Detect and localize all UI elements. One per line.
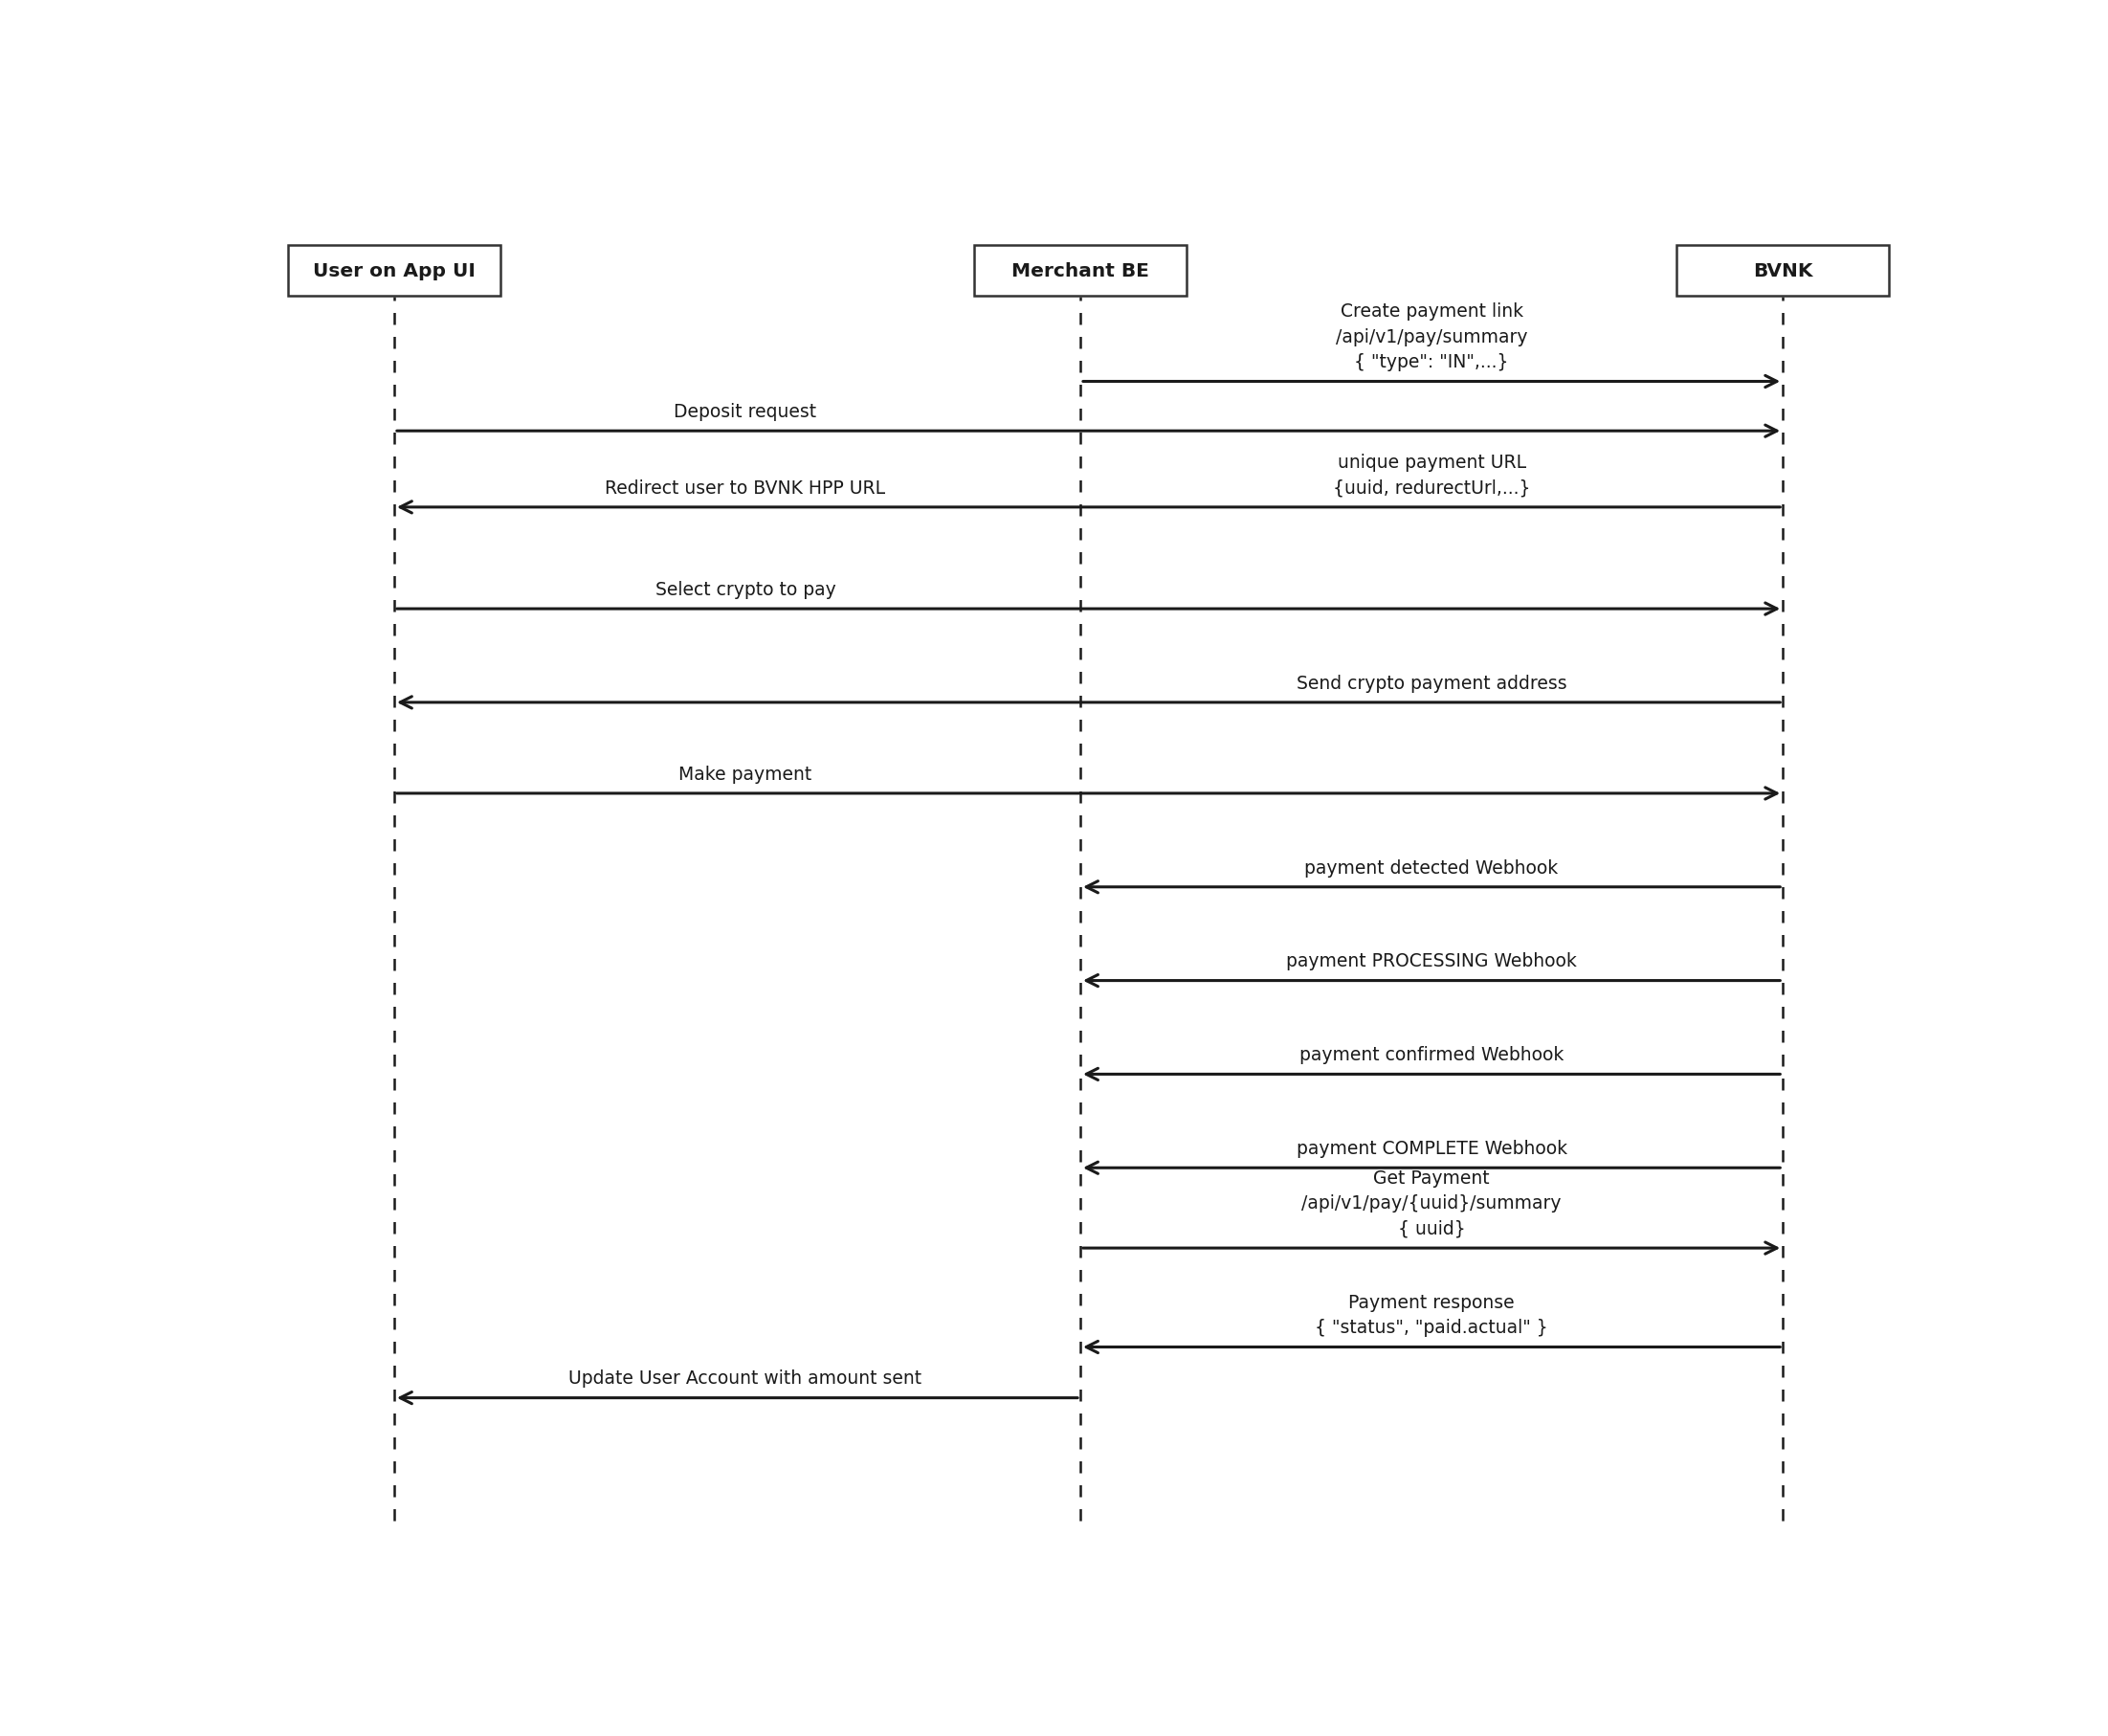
Text: payment detected Webhook: payment detected Webhook	[1305, 859, 1558, 877]
Text: User on App UI: User on App UI	[312, 262, 476, 279]
Text: payment COMPLETE Webhook: payment COMPLETE Webhook	[1296, 1139, 1566, 1158]
Bar	[289, 247, 500, 297]
Text: Redirect user to BVNK HPP URL: Redirect user to BVNK HPP URL	[605, 479, 885, 496]
Text: payment PROCESSING Webhook: payment PROCESSING Webhook	[1286, 951, 1577, 970]
Text: Select crypto to pay: Select crypto to pay	[656, 580, 835, 599]
Text: Deposit request: Deposit request	[675, 403, 816, 420]
Text: payment confirmed Webhook: payment confirmed Webhook	[1299, 1045, 1564, 1064]
Text: Update User Account with amount sent: Update User Account with amount sent	[569, 1370, 921, 1387]
Text: Merchant BE: Merchant BE	[1012, 262, 1149, 279]
Text: Create payment link
/api/v1/pay/summary
{ "type": "IN",...}: Create payment link /api/v1/pay/summary …	[1336, 302, 1528, 372]
Text: BVNK: BVNK	[1754, 262, 1813, 279]
Bar	[1676, 247, 1889, 297]
Text: unique payment URL
{uuid, redurectUrl,...}: unique payment URL {uuid, redurectUrl,..…	[1332, 453, 1530, 496]
Text: Get Payment
/api/v1/pay/{uuid}/summary
{ uuid}: Get Payment /api/v1/pay/{uuid}/summary {…	[1303, 1168, 1562, 1238]
Bar	[974, 247, 1187, 297]
Text: Send crypto payment address: Send crypto payment address	[1296, 674, 1566, 693]
Text: Payment response
{ "status", "paid.actual" }: Payment response { "status", "paid.actua…	[1315, 1293, 1547, 1337]
Text: Make payment: Make payment	[679, 766, 812, 783]
